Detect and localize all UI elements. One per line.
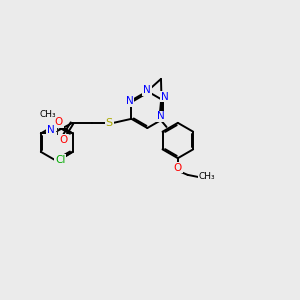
Text: N: N	[160, 92, 168, 102]
Text: H: H	[51, 128, 58, 137]
Text: CH₃: CH₃	[39, 110, 56, 118]
Text: Cl: Cl	[55, 155, 66, 165]
Text: O: O	[55, 117, 63, 128]
Text: N: N	[143, 85, 151, 95]
Text: N: N	[47, 125, 55, 135]
Text: CH₃: CH₃	[199, 172, 216, 181]
Text: N: N	[125, 96, 133, 106]
Text: N: N	[157, 112, 164, 122]
Text: S: S	[106, 118, 113, 128]
Text: O: O	[174, 163, 182, 172]
Text: O: O	[59, 135, 67, 145]
